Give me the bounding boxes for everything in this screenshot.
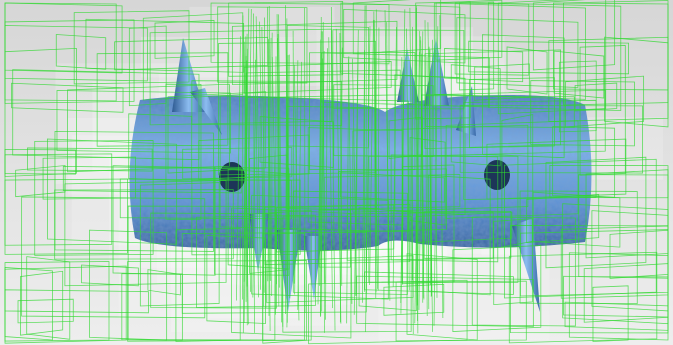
render-view — [0, 0, 673, 345]
page: {} — [0, 0, 673, 345]
wire-line — [272, 33, 273, 296]
